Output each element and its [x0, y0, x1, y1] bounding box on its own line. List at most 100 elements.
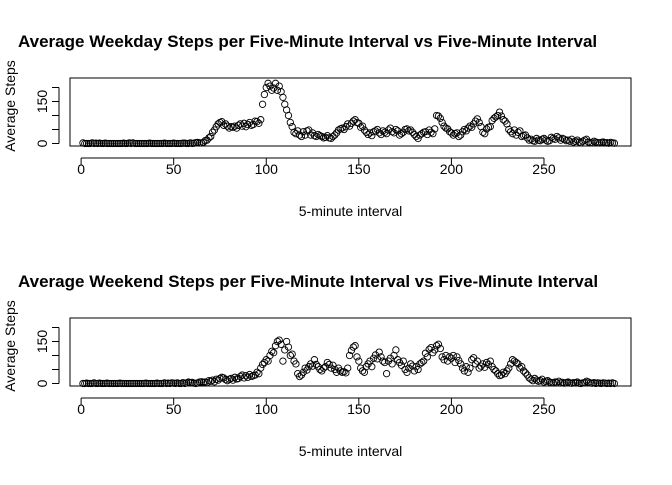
weekend-data-point	[257, 364, 265, 372]
weekday-data-point	[203, 136, 211, 144]
weekday-data-point	[466, 122, 474, 130]
weekend-data-point	[332, 368, 341, 376]
weekday-data-point	[149, 139, 157, 148]
weekend-data-point	[453, 353, 461, 361]
weekday-data-point	[508, 130, 517, 138]
weekday-data-point	[244, 120, 252, 129]
weekday-data-point	[136, 139, 145, 148]
weekday-data-point	[155, 139, 163, 148]
weekday-data-point	[447, 129, 456, 137]
weekday-data-point	[173, 139, 182, 148]
weekday-data-point	[171, 139, 180, 148]
weekend-data-point	[325, 360, 333, 369]
weekday-data-point	[162, 139, 170, 148]
weekend-data-point	[295, 372, 304, 381]
weekday-data-point	[455, 132, 463, 141]
weekday-data-point	[112, 139, 120, 148]
weekend-data-point	[110, 379, 119, 388]
weekend-data-point	[123, 379, 132, 388]
weekend-data-point	[242, 371, 250, 380]
weekday-data-point	[214, 120, 222, 128]
weekday-data-point	[438, 118, 446, 127]
weekday-data-point	[284, 111, 293, 120]
weekend-points	[79, 336, 618, 388]
weekend-data-point	[418, 358, 426, 367]
weekend-data-point	[379, 357, 387, 365]
weekday-data-point	[294, 127, 302, 135]
weekday-data-point	[157, 139, 165, 148]
weekday-data-point	[268, 86, 276, 94]
weekday-data-point	[97, 139, 106, 148]
weekend-data-point	[145, 379, 154, 388]
weekend-data-point	[223, 377, 232, 385]
weekend-data-point	[144, 379, 152, 388]
weekday-data-point	[279, 93, 287, 101]
weekday-data-point	[499, 116, 507, 124]
weekday-data-point	[392, 125, 400, 134]
weekend-data-point	[468, 356, 476, 364]
weekend-data-point	[473, 357, 481, 365]
weekend-data-point	[449, 351, 457, 360]
weekend-data-point	[349, 343, 357, 351]
weekend-data-point	[240, 374, 248, 382]
weekend-data-point	[482, 358, 491, 367]
weekend-data-point	[553, 378, 561, 387]
weekend-data-point	[436, 344, 444, 353]
weekday-data-point	[566, 137, 574, 145]
weekday-data-point	[397, 130, 406, 138]
weekday-data-point	[403, 125, 411, 133]
weekday-data-point	[497, 112, 506, 120]
weekday-data-point	[236, 120, 244, 128]
weekday-data-point	[258, 100, 267, 108]
weekend-data-point	[381, 358, 389, 367]
weekend-data-point	[107, 379, 115, 388]
weekend-data-point	[421, 349, 430, 357]
weekday-data-point	[481, 130, 489, 138]
weekday-data-point	[384, 126, 393, 134]
weekend-data-point	[155, 379, 163, 388]
weekday-data-point	[121, 139, 130, 148]
weekend-x-tick-label: 50	[166, 401, 182, 417]
weekend-x-tick-label: 200	[440, 401, 464, 417]
weekday-data-point	[116, 139, 124, 148]
weekday-data-point	[418, 130, 426, 138]
weekday-data-point	[329, 132, 337, 141]
weekend-data-point	[288, 350, 296, 358]
weekday-data-point	[507, 128, 515, 136]
weekday-data-point	[536, 137, 544, 145]
weekday-data-point	[133, 139, 141, 148]
weekend-data-point	[431, 346, 439, 354]
weekday-data-point	[314, 130, 322, 139]
weekday-data-point	[436, 114, 444, 122]
weekend-data-point	[245, 370, 254, 379]
weekday-data-point	[318, 132, 326, 141]
weekday-data-point	[147, 139, 156, 148]
weekday-data-point	[464, 124, 472, 132]
weekend-data-point	[208, 376, 217, 384]
weekday-data-point	[475, 118, 483, 127]
weekend-data-point	[477, 362, 485, 370]
weekend-panel: Average Weekend Steps per Five-Minute In…	[2, 272, 632, 459]
weekday-data-point	[273, 86, 282, 94]
weekday-data-point	[208, 128, 217, 136]
weekday-y-tick-label: 0	[34, 139, 50, 147]
weekday-data-point	[555, 134, 563, 142]
weekend-data-point	[340, 368, 348, 376]
weekend-data-point	[312, 360, 320, 369]
weekday-data-point	[103, 139, 111, 148]
weekday-data-point	[358, 122, 367, 130]
weekend-data-point	[292, 360, 300, 368]
weekday-x-tick-label: 200	[440, 161, 464, 177]
weekend-data-point	[270, 349, 278, 357]
weekend-data-point	[301, 364, 309, 372]
weekend-data-point	[382, 370, 391, 378]
weekday-title: Average Weekday Steps per Five-Minute In…	[18, 32, 597, 51]
weekend-data-point	[125, 379, 133, 388]
weekday-data-point	[260, 90, 269, 99]
weekday-x-tick-label: 150	[347, 161, 371, 177]
weekday-data-point	[114, 139, 122, 148]
weekend-data-point	[286, 351, 294, 360]
weekend-data-point	[405, 364, 413, 372]
weekday-data-point	[266, 82, 274, 90]
